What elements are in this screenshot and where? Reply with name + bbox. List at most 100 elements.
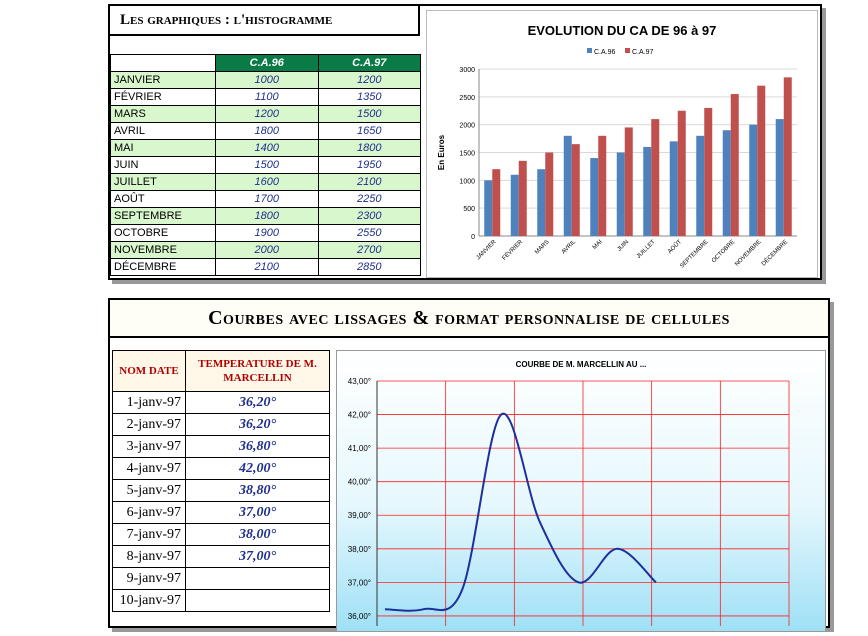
header-date: NOM DATE — [113, 351, 186, 392]
x-tick-label: MARS — [534, 239, 551, 256]
ca97-cell: 1950 — [318, 157, 421, 174]
table-row: 2-janv-97 36,20° — [113, 414, 330, 436]
x-tick-label: DÉCEMBRE — [760, 238, 789, 267]
x-tick-label: NOVEMBRE — [734, 239, 763, 268]
date-cell: 1-janv-97 — [113, 392, 186, 414]
curve-chart: COURBE DE M. MARCELLIN AU ...36,00°37,00… — [336, 350, 826, 632]
x-tick-label: MAI — [592, 239, 604, 251]
ca97-cell: 2850 — [318, 259, 421, 276]
header-temperature: TEMPERATURE DE M. MARCELLIN — [186, 351, 330, 392]
temperature-line-chart: COURBE DE M. MARCELLIN AU ...36,00°37,00… — [337, 351, 825, 631]
bar-ca97 — [704, 108, 712, 236]
table-row: MARS 1200 1500 — [111, 106, 421, 123]
ca96-cell: 1400 — [216, 140, 319, 157]
table-row: 8-janv-97 37,00° — [113, 546, 330, 568]
table-row: FÉVRIER 1100 1350 — [111, 89, 421, 106]
month-cell: MAI — [111, 140, 216, 157]
ca97-cell: 2250 — [318, 191, 421, 208]
bar-ca96 — [723, 130, 731, 236]
ca97-cell: 1800 — [318, 140, 421, 157]
ca96-cell: 1900 — [216, 225, 319, 242]
date-cell: 5-janv-97 — [113, 480, 186, 502]
y-tick-label: 40,00° — [348, 478, 371, 487]
table-row: JUILLET 1600 2100 — [111, 174, 421, 191]
y-tick-label: 41,00° — [348, 444, 371, 453]
month-cell: FÉVRIER — [111, 89, 216, 106]
bar-ca96 — [617, 153, 625, 237]
bar-ca96 — [564, 136, 572, 236]
bar-ca96 — [643, 147, 651, 236]
x-tick-label: AOÛT — [666, 238, 683, 255]
month-cell: JUIN — [111, 157, 216, 174]
bar-chart-title: EVOLUTION DU CA DE 96 à 97 — [528, 23, 717, 38]
table-row: 5-janv-97 38,80° — [113, 480, 330, 502]
y-tick-label: 42,00° — [348, 411, 371, 420]
temperature-cell: 37,00° — [186, 502, 330, 524]
legend-label: C.A.96 — [594, 49, 616, 56]
y-tick-label: 1000 — [459, 178, 475, 185]
ca96-cell: 1600 — [216, 174, 319, 191]
temperature-table: NOM DATE TEMPERATURE DE M. MARCELLIN 1-j… — [112, 350, 330, 612]
ca96-cell: 2000 — [216, 242, 319, 259]
header-ca97: C.A.97 — [318, 55, 421, 72]
bar-ca97 — [678, 111, 686, 236]
ca96-cell: 1500 — [216, 157, 319, 174]
bar-ca97 — [625, 127, 633, 236]
table-row: JANVIER 1000 1200 — [111, 72, 421, 89]
month-cell: DÉCEMBRE — [111, 259, 216, 276]
temperature-series-line — [385, 414, 656, 611]
ca96-cell: 1100 — [216, 89, 319, 106]
month-cell: AOÛT — [111, 191, 216, 208]
y-axis-label: En Euros — [437, 134, 446, 170]
table-row: SEPTEMBRE 1800 2300 — [111, 208, 421, 225]
legend-label: C.A.97 — [632, 49, 654, 56]
bar-ca97 — [519, 161, 527, 236]
month-cell: AVRIL — [111, 123, 216, 140]
line-chart-title: COURBE DE M. MARCELLIN AU ... — [516, 360, 647, 369]
table-row: MAI 1400 1800 — [111, 140, 421, 157]
legend-swatch — [625, 48, 630, 53]
temperature-cell: 42,00° — [186, 458, 330, 480]
table-row: 1-janv-97 36,20° — [113, 392, 330, 414]
ca97-cell: 1200 — [318, 72, 421, 89]
month-cell: OCTOBRE — [111, 225, 216, 242]
y-tick-label: 2000 — [459, 123, 475, 130]
ca97-cell: 2300 — [318, 208, 421, 225]
ca97-cell: 2700 — [318, 242, 421, 259]
temperature-cell: 38,00° — [186, 524, 330, 546]
ca96-cell: 1700 — [216, 191, 319, 208]
curve-section-title: Courbes avec lissages & format personnal… — [110, 300, 828, 338]
ca97-cell: 1650 — [318, 123, 421, 140]
table-row: 3-janv-97 36,80° — [113, 436, 330, 458]
table-row: 9-janv-97 — [113, 568, 330, 590]
x-tick-label: AVRIL — [561, 239, 578, 256]
temperature-cell — [186, 568, 330, 590]
curve-panel: Courbes avec lissages & format personnal… — [108, 298, 830, 628]
ca96-cell: 1000 — [216, 72, 319, 89]
bar-ca97 — [492, 169, 500, 236]
date-cell: 7-janv-97 — [113, 524, 186, 546]
month-cell: SEPTEMBRE — [111, 208, 216, 225]
bar-ca96 — [484, 180, 492, 236]
y-tick-label: 38,00° — [348, 545, 371, 554]
y-tick-label: 36,00° — [348, 612, 371, 621]
y-tick-label: 500 — [463, 206, 475, 213]
table-row: 6-janv-97 37,00° — [113, 502, 330, 524]
x-tick-label: FÉVRIER — [501, 238, 525, 262]
date-cell: 10-janv-97 — [113, 590, 186, 612]
bar-ca97 — [651, 119, 659, 236]
y-tick-label: 39,00° — [348, 511, 371, 520]
date-cell: 8-janv-97 — [113, 546, 186, 568]
y-tick-label: 43,00° — [348, 377, 371, 386]
x-tick-label: OCTOBRE — [711, 239, 736, 264]
bar-ca97 — [572, 144, 580, 236]
table-row: OCTOBRE 1900 2550 — [111, 225, 421, 242]
bar-ca96 — [749, 125, 757, 236]
temperature-cell: 36,20° — [186, 392, 330, 414]
temperature-cell: 36,20° — [186, 414, 330, 436]
x-tick-label: JANVIER — [476, 239, 499, 262]
bar-ca97 — [784, 77, 792, 236]
